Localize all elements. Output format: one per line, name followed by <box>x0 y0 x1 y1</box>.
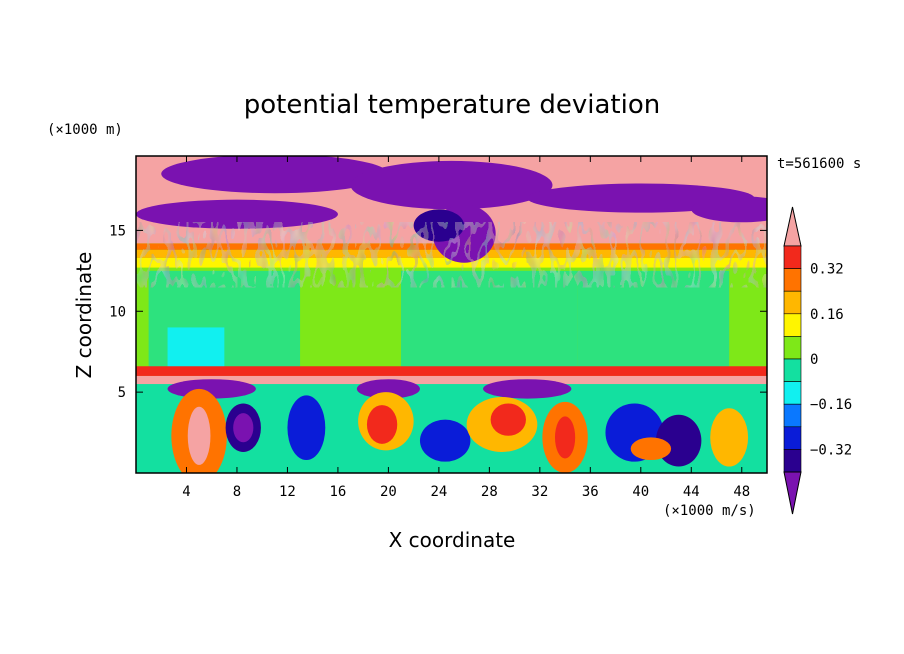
colorbar-segment <box>783 336 802 360</box>
upper-cold-streak <box>350 160 553 210</box>
x-tick-label: 20 <box>380 484 397 500</box>
convective-cell <box>710 408 749 467</box>
y-tick-label: 15 <box>109 223 126 239</box>
colorbar-segment <box>783 358 802 382</box>
inversion-stripe <box>136 375 767 385</box>
lower-cold-cap <box>483 379 572 399</box>
x-axis-ticks: 4 8 12 16 20 24 28 32 36 40 44 48 <box>182 156 750 500</box>
convective-cell <box>630 437 672 461</box>
plot-frame <box>135 155 768 474</box>
convective-cell <box>233 413 254 443</box>
cyan-patch <box>167 327 225 372</box>
x-tick-label: 12 <box>279 484 296 500</box>
time-label: t=561600 s <box>777 156 861 172</box>
convective-cell <box>419 419 471 462</box>
colorbar-segment <box>783 426 802 450</box>
colorbar-segment <box>783 403 802 428</box>
convective-cell <box>366 405 398 444</box>
turbulent-texture <box>136 222 767 288</box>
x-tick-label: 40 <box>632 484 649 500</box>
y-axis-unit: (×1000 m) <box>47 122 123 138</box>
colorbar-tick-label: −0.32 <box>810 442 852 458</box>
x-tick-label: 8 <box>233 484 241 500</box>
x-axis-label: X coordinate <box>389 528 516 552</box>
x-tick-label: 48 <box>733 484 750 500</box>
inversion-stripe <box>136 366 767 376</box>
colorbar-bottom-extension <box>783 471 802 515</box>
convective-cell <box>490 403 526 436</box>
x-tick-label: 36 <box>582 484 599 500</box>
x-tick-label: 24 <box>430 484 447 500</box>
x-tick-label: 32 <box>531 484 548 500</box>
y-axis-label: Z coordinate <box>72 252 96 379</box>
x-tick-label: 28 <box>481 484 498 500</box>
colorbar-segment <box>783 381 802 405</box>
x-axis-unit: (×1000 m/s) <box>663 503 756 519</box>
chart-title: potential temperature deviation <box>244 90 660 120</box>
convective-cell <box>287 395 326 461</box>
y-tick-label: 5 <box>118 385 126 401</box>
upper-cold-streak <box>691 196 767 223</box>
mid-cool-region <box>401 270 578 373</box>
colorbar-segment <box>783 449 802 473</box>
y-axis-ticks: 5 10 15 <box>109 223 767 401</box>
y-tick-label: 10 <box>109 304 126 320</box>
colorbar-tick-label: 0.16 <box>810 307 844 323</box>
convective-cell <box>187 406 211 465</box>
colorbar-segment <box>783 268 802 292</box>
colorbar-tick-label: 0 <box>810 352 818 368</box>
x-tick-label: 44 <box>683 484 700 500</box>
upper-cold-streak <box>136 199 338 229</box>
colorbar-segment <box>783 290 802 315</box>
colorbar: 0.32 0.16 0 −0.16 −0.32 <box>783 206 852 515</box>
colorbar-tick-label: −0.16 <box>810 397 852 413</box>
x-tick-label: 4 <box>182 484 190 500</box>
x-tick-label: 16 <box>329 484 346 500</box>
lower-cold-cap <box>356 379 420 399</box>
upper-cold-streak <box>161 156 389 194</box>
colorbar-tick-label: 0.32 <box>810 262 844 278</box>
colorbar-top-extension <box>783 206 802 247</box>
colorbar-segment <box>783 313 802 337</box>
contour-field <box>136 156 767 473</box>
mid-cool-region <box>577 270 730 373</box>
convective-cell <box>554 416 576 459</box>
colorbar-segment <box>783 245 802 269</box>
